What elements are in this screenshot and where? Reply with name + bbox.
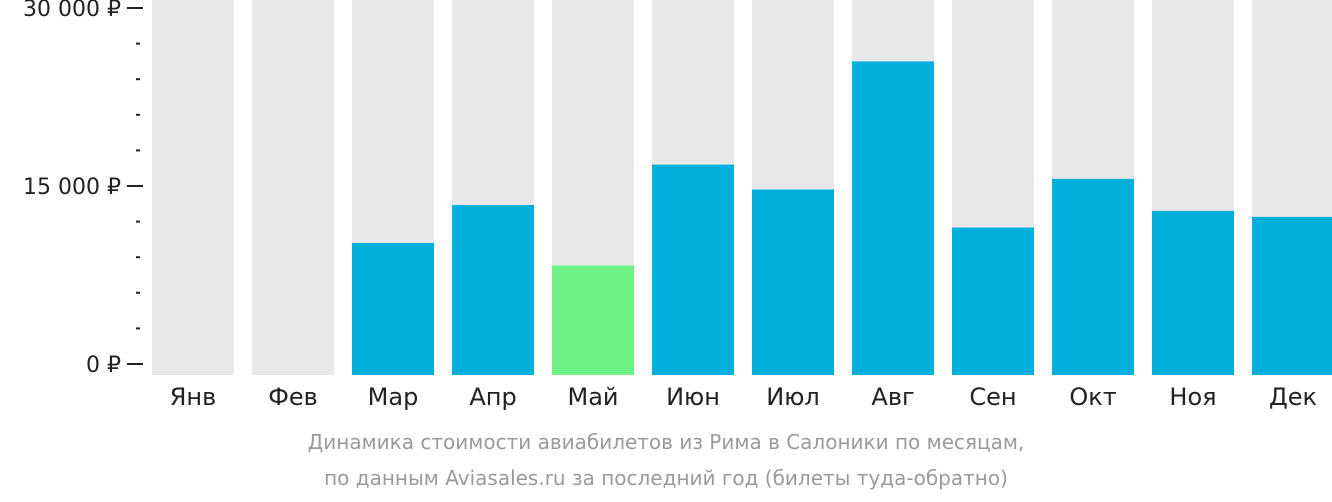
x-tick-label: Мар bbox=[368, 383, 419, 411]
background-column bbox=[252, 0, 334, 375]
bar-10 bbox=[1052, 178, 1134, 375]
background-column bbox=[152, 0, 234, 375]
bar-12 bbox=[1252, 216, 1332, 375]
x-tick-label: Авг bbox=[871, 383, 914, 411]
y-tick-label: 30 000 ₽ bbox=[23, 0, 121, 22]
x-tick-label: Апр bbox=[469, 383, 516, 411]
y-tick-label: 0 ₽ bbox=[86, 353, 121, 378]
x-tick-label: Май bbox=[567, 383, 618, 411]
chart-caption-line-2: по данным Aviasales.ru за последний год … bbox=[324, 466, 1008, 490]
chart-caption-line-1: Динамика стоимости авиабилетов из Рима в… bbox=[307, 430, 1025, 454]
bar-6 bbox=[652, 164, 734, 375]
x-tick-label: Июн bbox=[666, 383, 720, 411]
x-axis-labels: Янв Фев Мар Апр Май Июн Июл Авг Сен Окт Ноя Дек bbox=[170, 383, 1317, 411]
y-axis: 0 ₽ 15 000 ₽ 30 000 ₽ bbox=[23, 0, 143, 378]
bar-4 bbox=[452, 204, 534, 375]
x-tick-label: Окт bbox=[1069, 383, 1116, 411]
x-tick-label: Сен bbox=[969, 383, 1016, 411]
x-tick-label: Фев bbox=[268, 383, 318, 411]
x-tick-label: Ноя bbox=[1169, 383, 1216, 411]
bar-5 bbox=[552, 265, 634, 375]
x-tick-label: Дек bbox=[1269, 383, 1317, 411]
x-tick-label: Янв bbox=[170, 383, 217, 411]
bar-7 bbox=[752, 189, 834, 375]
bar-11 bbox=[1152, 210, 1234, 375]
x-tick-label: Июл bbox=[766, 383, 820, 411]
bars bbox=[352, 61, 1332, 376]
bar-8 bbox=[852, 61, 934, 376]
bar-3 bbox=[352, 242, 434, 375]
bar-9 bbox=[952, 227, 1034, 375]
y-tick-label: 15 000 ₽ bbox=[23, 175, 121, 200]
